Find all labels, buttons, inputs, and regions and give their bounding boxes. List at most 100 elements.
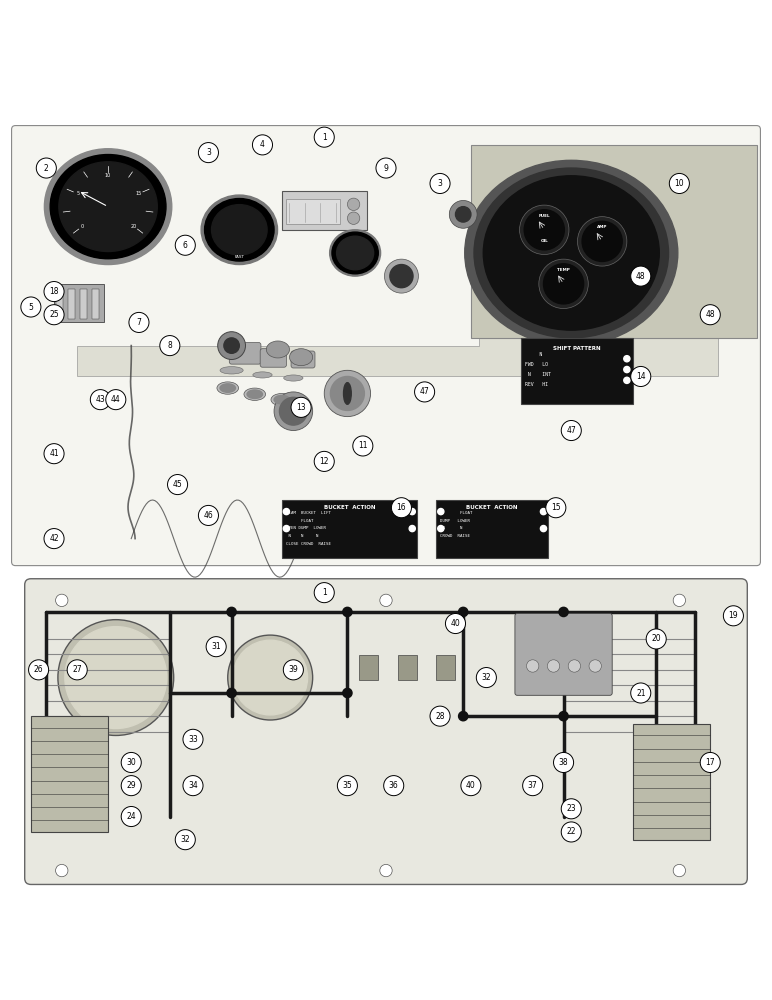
Circle shape: [67, 660, 87, 680]
Text: 12: 12: [320, 457, 329, 466]
Circle shape: [723, 606, 743, 626]
Text: BUCKET  ACTION: BUCKET ACTION: [466, 505, 518, 510]
Text: 41: 41: [49, 449, 59, 458]
Text: N    INT: N INT: [525, 372, 551, 377]
Circle shape: [56, 864, 68, 877]
Text: 18: 18: [49, 287, 59, 296]
Circle shape: [430, 173, 450, 194]
Circle shape: [36, 158, 56, 178]
Circle shape: [168, 475, 188, 495]
Ellipse shape: [244, 388, 266, 400]
Text: FLOAT: FLOAT: [286, 519, 313, 523]
FancyBboxPatch shape: [56, 289, 63, 319]
Circle shape: [631, 683, 651, 703]
Text: FUEL: FUEL: [538, 214, 550, 218]
Circle shape: [58, 620, 174, 735]
Circle shape: [554, 752, 574, 773]
Circle shape: [65, 627, 167, 729]
Text: 35: 35: [343, 781, 352, 790]
Text: N    N     N: N N N: [286, 534, 318, 538]
Text: 10: 10: [675, 179, 684, 188]
Ellipse shape: [465, 160, 678, 346]
Text: 16: 16: [397, 503, 406, 512]
Circle shape: [343, 607, 352, 617]
Text: 48: 48: [636, 272, 645, 281]
Text: 11: 11: [358, 441, 367, 450]
Circle shape: [198, 143, 218, 163]
Circle shape: [218, 332, 245, 359]
Circle shape: [673, 594, 686, 607]
Text: 34: 34: [188, 781, 198, 790]
Circle shape: [44, 529, 64, 549]
FancyBboxPatch shape: [260, 349, 286, 367]
Circle shape: [624, 377, 630, 383]
Circle shape: [227, 688, 236, 698]
Circle shape: [353, 436, 373, 456]
Text: 8: 8: [168, 341, 172, 350]
Text: FLOAT: FLOAT: [440, 511, 472, 515]
Circle shape: [561, 822, 581, 842]
Text: DUMP   LOWER: DUMP LOWER: [440, 519, 470, 523]
Text: 15: 15: [135, 191, 141, 196]
Circle shape: [106, 390, 126, 410]
Text: 48: 48: [706, 310, 715, 319]
Text: 32: 32: [482, 673, 491, 682]
Ellipse shape: [205, 199, 274, 261]
Circle shape: [409, 508, 415, 515]
FancyBboxPatch shape: [436, 500, 548, 558]
Circle shape: [29, 660, 49, 680]
FancyBboxPatch shape: [68, 289, 75, 319]
Ellipse shape: [201, 195, 278, 265]
Circle shape: [376, 158, 396, 178]
Circle shape: [459, 607, 468, 617]
Ellipse shape: [59, 162, 157, 252]
Text: 32: 32: [181, 835, 190, 844]
Text: BUCKET  ACTION: BUCKET ACTION: [323, 505, 375, 510]
FancyBboxPatch shape: [54, 284, 104, 322]
Text: AMP: AMP: [597, 225, 608, 229]
Text: 47: 47: [420, 387, 429, 396]
Circle shape: [283, 660, 303, 680]
Text: 6: 6: [183, 241, 188, 250]
Ellipse shape: [330, 230, 381, 276]
Text: 3: 3: [206, 148, 211, 157]
Text: N      N: N N: [440, 526, 462, 530]
Circle shape: [449, 200, 477, 228]
Text: 40: 40: [466, 781, 476, 790]
Circle shape: [561, 420, 581, 441]
Ellipse shape: [337, 236, 374, 270]
Circle shape: [391, 498, 411, 518]
Circle shape: [380, 864, 392, 877]
FancyBboxPatch shape: [80, 289, 87, 319]
Text: 45: 45: [173, 480, 182, 489]
Text: 28: 28: [435, 712, 445, 721]
Text: 36: 36: [389, 781, 398, 790]
Circle shape: [409, 525, 415, 532]
Circle shape: [559, 712, 568, 721]
Circle shape: [523, 776, 543, 796]
Circle shape: [121, 752, 141, 773]
FancyBboxPatch shape: [31, 716, 108, 832]
Ellipse shape: [332, 232, 378, 274]
Circle shape: [384, 259, 418, 293]
Ellipse shape: [217, 382, 239, 394]
Circle shape: [224, 338, 239, 353]
Circle shape: [415, 382, 435, 402]
Text: 40: 40: [451, 619, 460, 628]
Circle shape: [547, 660, 560, 672]
Text: 20: 20: [652, 634, 661, 643]
Text: 39: 39: [289, 665, 298, 674]
Circle shape: [121, 806, 141, 827]
Circle shape: [390, 265, 413, 288]
FancyBboxPatch shape: [515, 613, 612, 695]
Circle shape: [561, 799, 581, 819]
Circle shape: [90, 390, 110, 410]
Circle shape: [624, 366, 630, 373]
Text: 46: 46: [204, 511, 213, 520]
Text: 1: 1: [322, 133, 327, 142]
Circle shape: [631, 266, 651, 286]
Circle shape: [252, 135, 273, 155]
Text: 43: 43: [96, 395, 105, 404]
Text: 17: 17: [706, 758, 715, 767]
Text: 9: 9: [384, 164, 388, 173]
